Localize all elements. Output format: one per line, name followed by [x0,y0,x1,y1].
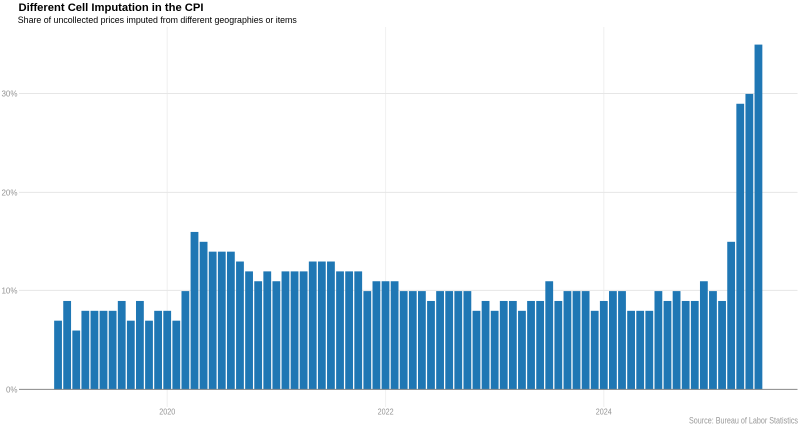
svg-text:2024: 2024 [596,407,612,416]
svg-text:10%: 10% [1,286,17,295]
svg-text:20%: 20% [1,188,17,197]
svg-text:Source: Bureau of Labor Statis: Source: Bureau of Labor Statistics [689,416,798,426]
svg-text:Different Cell Imputation in t: Different Cell Imputation in the CPI [19,2,204,14]
svg-text:30%: 30% [1,90,17,99]
svg-text:Share of uncollected prices im: Share of uncollected prices imputed from… [18,15,297,25]
svg-text:2020: 2020 [159,407,175,416]
svg-text:2022: 2022 [378,407,394,416]
svg-text:0%: 0% [6,385,18,394]
